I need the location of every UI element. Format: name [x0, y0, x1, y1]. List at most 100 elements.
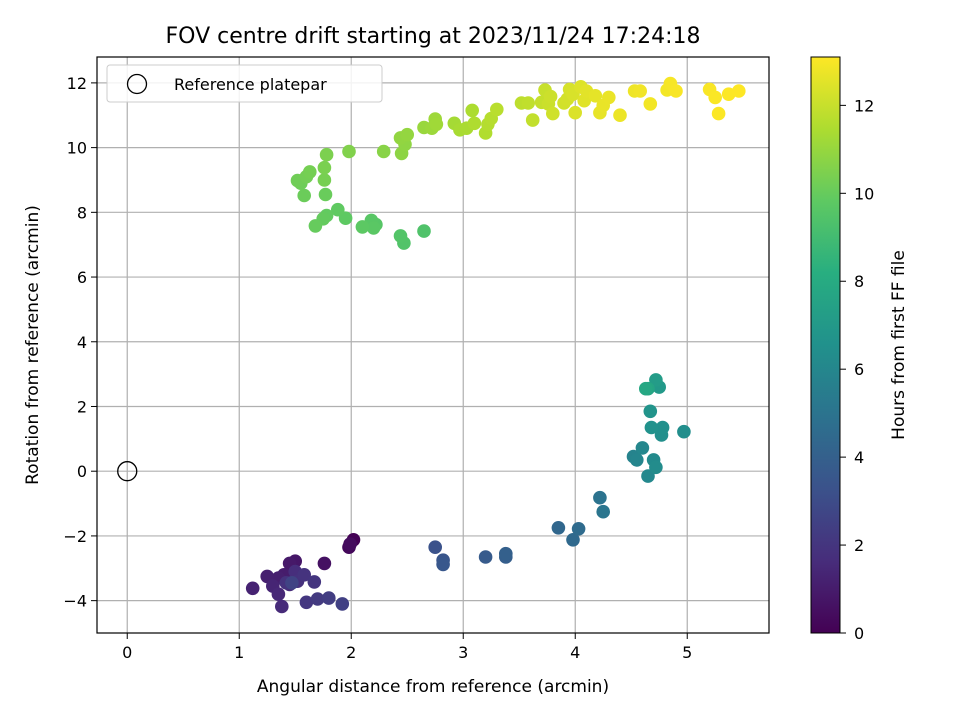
x-axis-label: Angular distance from reference (arcmin) [257, 677, 609, 697]
data-point [319, 147, 334, 162]
data-point [436, 557, 450, 572]
data-point [643, 97, 658, 111]
x-tick-label: 4 [570, 643, 580, 662]
data-point [521, 96, 535, 110]
data-point [669, 84, 683, 98]
data-point [297, 568, 312, 582]
data-point [245, 581, 260, 596]
data-point [317, 160, 332, 175]
data-point [643, 404, 658, 419]
x-tick-label: 5 [682, 643, 692, 662]
data-point [543, 89, 558, 104]
data-point [644, 420, 659, 435]
colorbar: 0 2 4 6 8 10 12 Hours from first FF file [810, 56, 909, 643]
data-point [635, 441, 650, 455]
data-point [711, 106, 726, 121]
data-point [613, 108, 627, 122]
data-point [303, 165, 317, 179]
data-point [271, 587, 286, 601]
data-point [318, 187, 333, 202]
x-tick-label: 2 [346, 643, 356, 662]
y-tick-label: −4 [63, 592, 87, 611]
data-point [677, 424, 691, 439]
y-tick-label: 4 [77, 333, 87, 352]
y-tick-label: 12 [67, 74, 87, 93]
data-point [285, 576, 299, 590]
data-point [593, 490, 607, 505]
legend-label: Reference platepar [174, 75, 327, 94]
y-tick-label: 8 [77, 203, 87, 222]
data-point [307, 575, 322, 589]
data-point [428, 540, 443, 554]
data-point [525, 113, 540, 127]
reference-platepar-marker [117, 461, 138, 482]
y-tick-label: 10 [67, 139, 87, 158]
legend-marker [126, 73, 148, 95]
plot-frame [96, 56, 770, 634]
data-point [331, 202, 345, 217]
x-tick-label: 0 [122, 643, 132, 662]
data-point [465, 103, 480, 118]
grid-lines [97, 57, 769, 633]
x-tick-label: 3 [458, 643, 468, 662]
data-point [335, 597, 350, 611]
data-point [393, 229, 408, 243]
colorbar-ticks: 0 2 4 6 8 10 12 [840, 96, 874, 643]
data-point [297, 188, 312, 203]
data-point [546, 106, 560, 121]
data-point [499, 546, 513, 561]
y-tick-label: −2 [63, 527, 87, 546]
data-point [317, 556, 332, 571]
data-point [400, 127, 415, 142]
data-point [633, 84, 647, 98]
colorbar-tick-label: 2 [854, 536, 864, 555]
data-point [275, 599, 289, 614]
data-point [568, 105, 582, 120]
data-point [317, 173, 332, 187]
data-point [571, 522, 586, 536]
colorbar-tick-label: 12 [854, 96, 874, 115]
data-point [588, 89, 603, 103]
data-point [322, 591, 336, 605]
colorbar-tick-label: 0 [854, 624, 864, 643]
y-tick-label: 6 [77, 268, 87, 287]
data-point [308, 219, 323, 233]
legend: Reference platepar [106, 64, 383, 103]
data-point [639, 381, 653, 396]
data-point [732, 84, 746, 98]
data-point [566, 533, 580, 547]
data-point [299, 595, 314, 610]
colorbar-tick-label: 6 [854, 360, 864, 379]
data-point [649, 460, 663, 475]
data-point [355, 220, 370, 234]
data-point [429, 117, 444, 132]
y-axis-ticks: −4 −2 0 2 4 6 8 10 12 [63, 74, 97, 611]
data-point [417, 224, 431, 238]
data-point [343, 537, 357, 551]
data-point [630, 453, 644, 467]
data-point [310, 592, 325, 606]
colorbar-label: Hours from first FF file [889, 250, 909, 440]
data-point [342, 144, 356, 159]
data-point [708, 90, 722, 105]
colorbar-tick-label: 10 [854, 184, 874, 203]
data-point [366, 221, 381, 235]
chart-title: FOV centre drift starting at 2023/11/24 … [166, 24, 701, 49]
data-point [376, 144, 391, 159]
data-point [478, 550, 493, 564]
data-point [602, 90, 616, 105]
x-tick-label: 1 [234, 643, 244, 662]
data-point [655, 420, 670, 435]
legend-box [106, 64, 383, 103]
colorbar-gradient [810, 56, 841, 634]
colorbar-tick-label: 4 [854, 448, 864, 467]
colorbar-tick-label: 8 [854, 272, 864, 291]
data-point [641, 469, 655, 483]
y-tick-label: 2 [77, 397, 87, 416]
data-point [467, 116, 482, 131]
y-tick-label: 0 [77, 462, 87, 481]
x-axis-ticks: 0 1 2 3 4 5 [122, 633, 692, 662]
data-point [490, 102, 504, 117]
y-axis-label: Rotation from reference (arcmin) [23, 205, 43, 485]
